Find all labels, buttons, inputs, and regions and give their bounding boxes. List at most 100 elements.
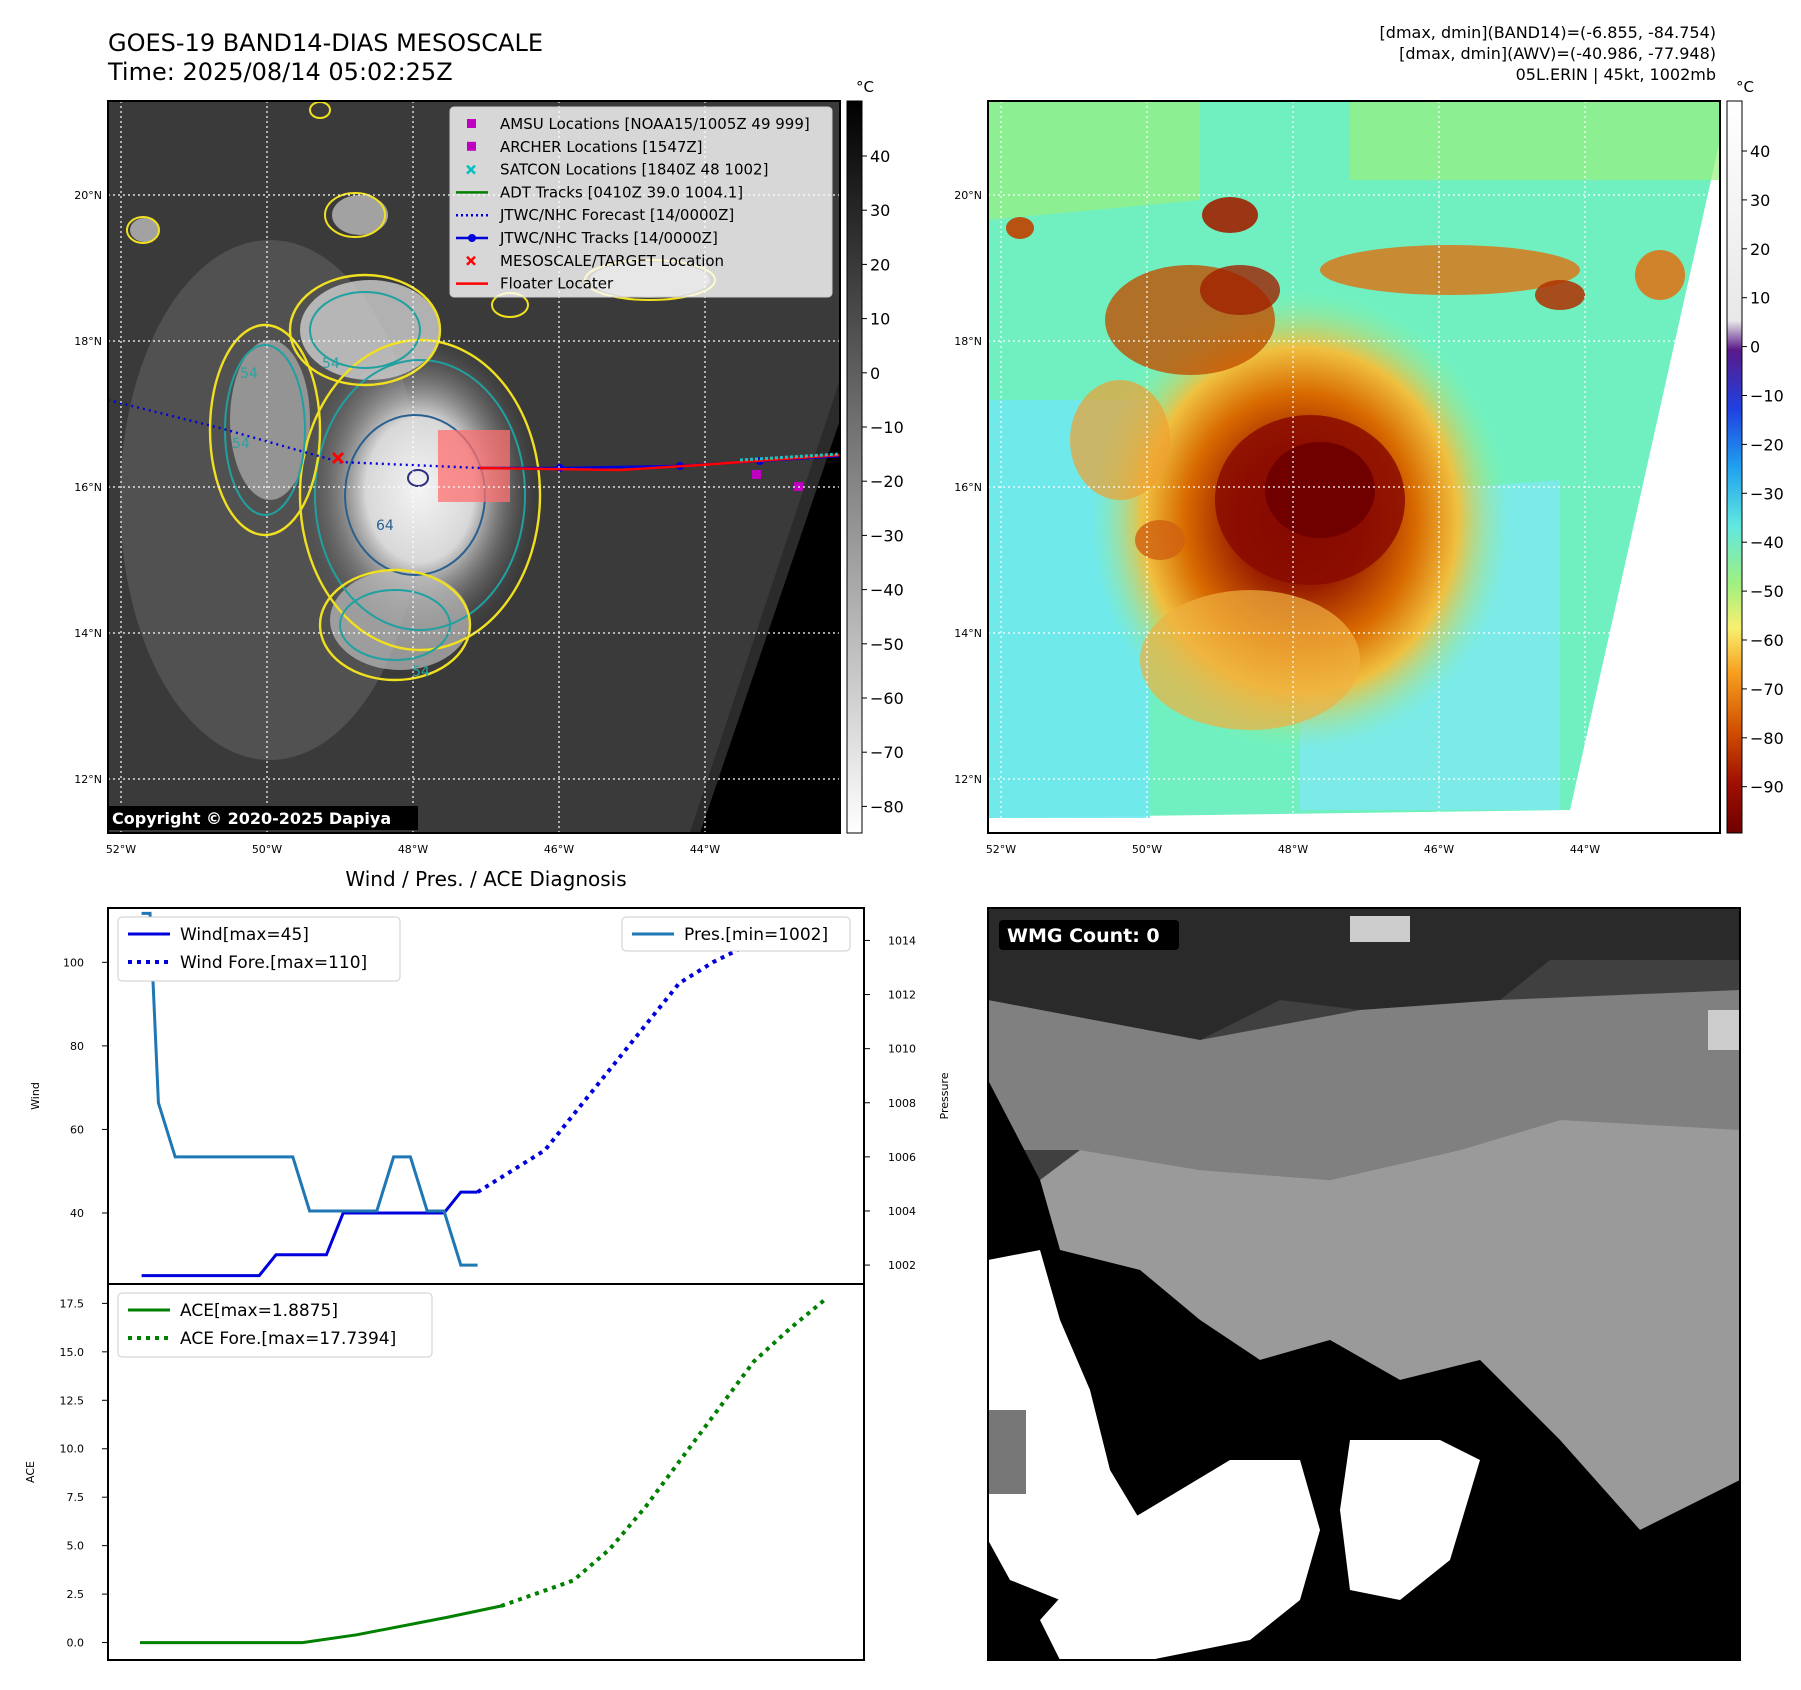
- satcon-track: [739, 452, 840, 462]
- ir-colorbar-tick: 0: [870, 364, 880, 383]
- info-line-3: 05L.ERIN | 45kt, 1002mb: [1516, 65, 1716, 84]
- ir-colorbar-tick: 10: [870, 310, 890, 329]
- legend-entry: Floater Locater: [456, 275, 614, 293]
- color-colorbar-tick: 0: [1750, 338, 1760, 357]
- diagnosis-title: Wind / Pres. / ACE Diagnosis: [345, 867, 626, 891]
- color-colorbar-tick: 10: [1750, 289, 1770, 308]
- contour-label: 54: [412, 664, 430, 680]
- figure-title: GOES-19 BAND14-DIAS MESOSCALE: [108, 29, 543, 57]
- pressure-tick-label: 1012: [888, 989, 916, 1002]
- lat-tick-label: 20°N: [74, 189, 102, 202]
- wind-pressure-chart: 40 60 80 100 1002 1004 1006 1008 1010 1012 1014: [63, 911, 916, 1278]
- series-line-1: [476, 935, 781, 1194]
- legend-entry: SATCON Locations [1840Z 48 1002]: [466, 161, 768, 179]
- wind-axis-label: Wind: [29, 1082, 42, 1110]
- ace-tick-label: 12.5: [60, 1394, 85, 1407]
- lat-tick-label: 20°N: [954, 189, 982, 202]
- ace-tick-label: 2.5: [67, 1588, 85, 1601]
- ace-tick-label: 10.0: [60, 1443, 85, 1456]
- ace-axis-label: ACE: [24, 1461, 37, 1483]
- svg-text:ADT Tracks [0410Z 39.0 1004.1]: ADT Tracks [0410Z 39.0 1004.1]: [500, 183, 743, 201]
- contour-label: 64: [376, 518, 394, 534]
- color-map-grid: [988, 101, 1720, 833]
- wmg-panel: [988, 908, 1740, 1660]
- ir-colorbar-tick: −50: [870, 635, 904, 654]
- lat-tick-label: 18°N: [74, 335, 102, 348]
- ace-tick-label: 7.5: [67, 1491, 85, 1504]
- color-colorbar-tick: −60: [1750, 631, 1784, 650]
- lon-tick-label: 50°W: [252, 843, 282, 856]
- ir-map-grid: [108, 101, 840, 833]
- color-colorbar-tick: −40: [1750, 533, 1784, 552]
- wind-forecast-legend-label: Wind Fore.[max=110]: [180, 953, 367, 973]
- pressure-tick-label: 1002: [888, 1259, 916, 1272]
- legend-entry: ADT Tracks [0410Z 39.0 1004.1]: [456, 183, 743, 201]
- wind-tick-label: 100: [63, 956, 84, 969]
- ir-colorbar-tick: −20: [870, 472, 904, 491]
- color-colorbar-tick: −10: [1750, 387, 1784, 406]
- color-colorbar-tick: −70: [1750, 680, 1784, 699]
- lon-tick-label: 50°W: [1132, 843, 1162, 856]
- contour-label: 54: [240, 366, 258, 382]
- legend-entry: JTWC/NHC Tracks [14/0000Z]: [456, 229, 718, 247]
- info-line-1: [dmax, dmin](BAND14)=(-6.855, -84.754): [1380, 23, 1716, 42]
- pressure-tick-label: 1004: [888, 1205, 916, 1218]
- series-line-0: [141, 1190, 478, 1278]
- color-colorbar-tick: 30: [1750, 191, 1770, 210]
- copyright-label: Copyright © 2020-2025 Dapiya: [112, 809, 391, 828]
- pressure-legend: Pres.[min=1002]: [621, 916, 851, 952]
- svg-text:MESOSCALE/TARGET Location: MESOSCALE/TARGET Location: [500, 252, 724, 270]
- svg-text:SATCON Locations [1840Z 48 100: SATCON Locations [1840Z 48 1002]: [500, 161, 768, 179]
- color-colorbar-tick: −30: [1750, 484, 1784, 503]
- lat-tick-label: 16°N: [74, 481, 102, 494]
- series-line-2: [141, 911, 478, 1267]
- ace-legend-label: ACE[max=1.8875]: [180, 1301, 338, 1321]
- lat-tick-label: 16°N: [954, 481, 982, 494]
- wmg-count-bg: [999, 920, 1179, 950]
- ir-colorbar: [846, 100, 863, 834]
- ace-tick-label: 5.0: [67, 1540, 85, 1553]
- color-colorbar-tick: −90: [1750, 778, 1784, 797]
- color-colorbar-tick: 20: [1750, 240, 1770, 259]
- ace-tick-label: 0.0: [67, 1637, 85, 1650]
- color-colorbar: [1726, 100, 1743, 834]
- contour-label: 54: [232, 436, 250, 452]
- svg-text:AMSU Locations [NOAA15/1005Z 4: AMSU Locations [NOAA15/1005Z 49 999]: [500, 115, 810, 133]
- wind-tick-label: 60: [70, 1123, 84, 1136]
- contour-label: 54: [322, 356, 340, 372]
- lon-tick-label: 44°W: [1570, 843, 1600, 856]
- target-box: [438, 430, 510, 502]
- ir-colorbar-tick: −10: [870, 418, 904, 437]
- svg-text:Floater Locater: Floater Locater: [500, 275, 614, 293]
- pressure-legend-label: Pres.[min=1002]: [684, 925, 828, 945]
- svg-text:JTWC/NHC Forecast [14/0000Z]: JTWC/NHC Forecast [14/0000Z]: [499, 206, 734, 224]
- pressure-tick-label: 1010: [888, 1043, 916, 1056]
- color-colorbar-tick: −20: [1750, 435, 1784, 454]
- lon-tick-label: 44°W: [690, 843, 720, 856]
- lat-tick-label: 14°N: [954, 627, 982, 640]
- copyright-bg: [108, 806, 418, 830]
- lat-tick-label: 14°N: [74, 627, 102, 640]
- color-colorbar-tick: −80: [1750, 729, 1784, 748]
- pressure-axis-label: Pressure: [938, 1072, 951, 1119]
- pressure-tick-label: 1014: [888, 934, 916, 947]
- wmg-count-label: WMG Count: 0: [1007, 925, 1160, 947]
- wind-legend-label: Wind[max=45]: [180, 925, 309, 945]
- ace-tick-label: 15.0: [60, 1346, 85, 1359]
- ir-colorbar-tick: 40: [870, 147, 890, 166]
- legend-entry: ARCHER Locations [1547Z]: [467, 138, 703, 156]
- ir-colorbar-tick: −70: [870, 743, 904, 762]
- track-legend: AMSU Locations [NOAA15/1005Z 49 999] ARCH…: [449, 106, 833, 298]
- lon-tick-label: 52°W: [106, 843, 136, 856]
- pressure-tick-label: 1006: [888, 1151, 916, 1164]
- wind-tick-label: 40: [70, 1207, 84, 1220]
- archer-marker: [752, 470, 761, 479]
- lon-tick-label: 46°W: [1424, 843, 1454, 856]
- ir-colorbar-tick: 20: [870, 255, 890, 274]
- ace-tick-label: 17.5: [60, 1297, 85, 1310]
- pressure-tick-label: 1008: [888, 1097, 916, 1110]
- wind-tick-label: 80: [70, 1040, 84, 1053]
- figure-time: Time: 2025/08/14 05:02:25Z: [107, 58, 453, 86]
- ir-colorbar-tick: −40: [870, 581, 904, 600]
- lon-tick-label: 52°W: [986, 843, 1016, 856]
